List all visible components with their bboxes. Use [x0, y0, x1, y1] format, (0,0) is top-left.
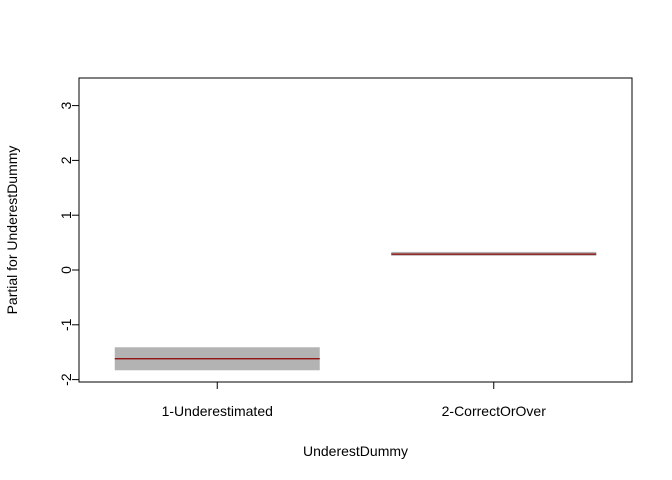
x-tick-label: 1-Underestimated — [162, 403, 273, 419]
y-tick-label: -1 — [58, 318, 74, 331]
effect-lines — [114, 253, 597, 360]
y-tick-label: 2 — [58, 156, 74, 164]
y-tick-label: 0 — [58, 266, 74, 274]
y-tick-label: 1 — [58, 211, 74, 219]
y-tick-label: 3 — [58, 101, 74, 109]
x-axis-title: UnderestDummy — [303, 443, 408, 459]
y-axis: -2 -1 0 1 2 3 — [58, 101, 79, 386]
x-tick-label: 2-CorrectOrOver — [442, 403, 547, 419]
confidence-bands — [114, 251, 597, 371]
y-axis-title: Partial for UnderestDummy — [4, 146, 20, 315]
plot-frame — [78, 77, 633, 383]
x-axis: 1-Underestimated 2-CorrectOrOver — [162, 382, 547, 419]
y-tick-label: -2 — [58, 373, 74, 386]
